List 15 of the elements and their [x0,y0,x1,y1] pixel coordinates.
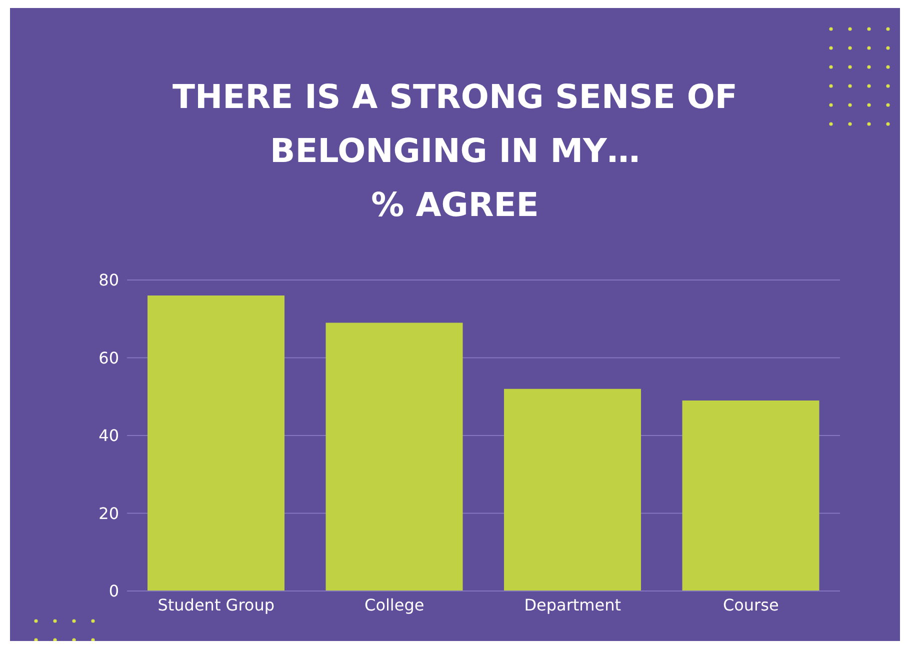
bar [504,388,641,591]
y-tick-label: 20 [98,504,119,523]
y-tick-label: 80 [98,270,119,290]
x-tick-label: Department [524,595,622,614]
bar [326,322,463,591]
chart-title: THERE IS A STRONG SENSE OF BELONGING IN MY… [172,76,738,172]
y-tick-label: 60 [98,348,119,368]
x-tick-label: Course [722,595,779,614]
x-tick-label: College [364,595,424,614]
y-tick-label: 40 [98,426,119,446]
y-tick-label: 0 [108,582,119,601]
x-tick-label: Student Group [158,595,275,614]
chart-subtitle: % AGREE [370,184,540,226]
bar [148,296,284,591]
bar [682,400,820,591]
